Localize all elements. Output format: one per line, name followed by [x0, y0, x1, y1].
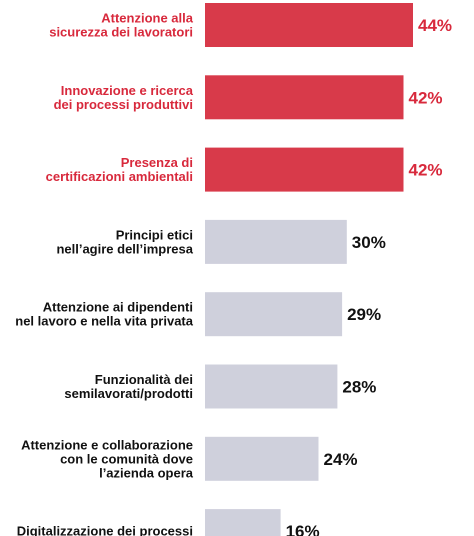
category-label-line: dei processi produttivi	[54, 97, 193, 112]
category-label-line: Digitalizzazione dei processi	[17, 524, 193, 536]
category-label-line: sicurezza dei lavoratori	[49, 25, 193, 40]
bar-5	[205, 292, 343, 337]
value-label-7: 24%	[324, 450, 358, 469]
bar-3	[205, 147, 404, 192]
category-label-line: l’azienda opera	[99, 465, 194, 480]
category-label-line: Principi etici	[116, 227, 193, 242]
category-label-line: nell’agire dell’impresa	[56, 241, 193, 256]
category-label-line: Attenzione alla	[101, 11, 194, 26]
bar-7	[205, 436, 319, 481]
category-label-2: Innovazione e ricerca dei processi produt…	[54, 83, 194, 112]
value-label-3: 42%	[409, 161, 443, 180]
category-label-line: con le comunità dove	[60, 451, 193, 466]
category-label-7: Attenzione e collaborazione con le comuni…	[21, 437, 194, 480]
category-label-line: Attenzione e collaborazione	[21, 437, 193, 452]
category-label-line: certificazioni ambientali	[46, 169, 193, 184]
value-label-1: 44%	[418, 16, 452, 35]
category-label-line: semilavorati/prodotti	[64, 386, 193, 401]
category-label-line: Presenza di	[121, 155, 193, 170]
category-label-line: Attenzione ai dipendenti	[43, 300, 193, 315]
bar-6	[205, 364, 338, 409]
value-label-4: 30%	[352, 233, 386, 252]
value-label-2: 42%	[409, 88, 443, 107]
category-label-line: nel lavoro e nella vita privata	[15, 314, 194, 329]
bar-1	[205, 3, 413, 47]
category-label-line: Funzionalità dei	[95, 372, 193, 387]
category-label-5: Attenzione ai dipendenti nel lavoro e nel…	[15, 300, 194, 329]
bar-2	[205, 75, 404, 120]
category-label-4: Principi etici nell’agire dell’impresa	[56, 227, 193, 256]
bar-4	[205, 219, 347, 264]
value-label-5: 29%	[347, 305, 381, 324]
value-label-8: 16%	[286, 522, 320, 536]
category-label-6: Funzionalità dei semilavorati/prodotti	[64, 372, 193, 401]
category-label-8: Digitalizzazione dei processi	[17, 524, 193, 536]
category-label-line: Innovazione e ricerca	[61, 83, 194, 98]
category-label-1: Attenzione alla sicurezza dei lavoratori	[49, 11, 194, 40]
bar-8	[205, 509, 281, 536]
category-label-3: Presenza di certificazioni ambientali	[46, 155, 193, 184]
value-label-6: 28%	[342, 378, 376, 397]
